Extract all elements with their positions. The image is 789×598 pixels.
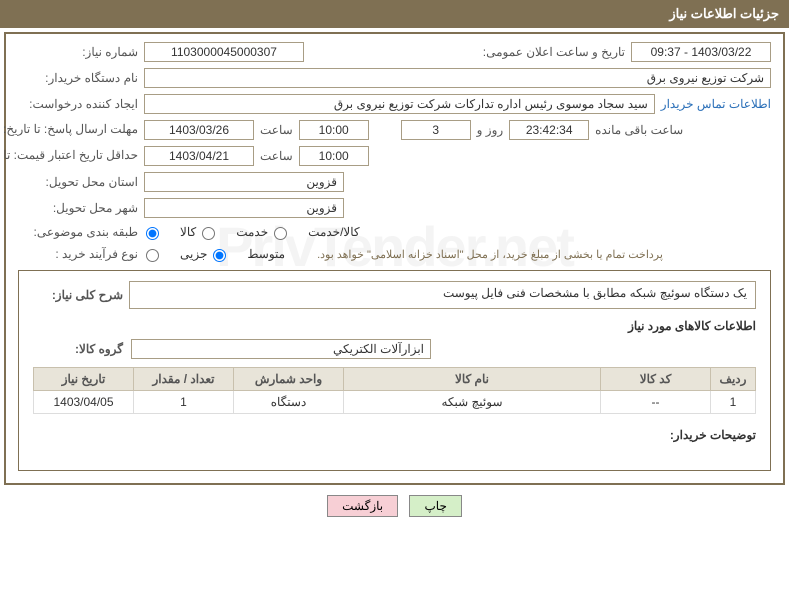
cell-code: -- bbox=[601, 391, 711, 414]
field-remaining-days: 3 bbox=[401, 120, 471, 140]
field-announce: 1403/03/22 - 09:37 bbox=[631, 42, 771, 62]
row-purchase-type: نوع فرآیند خرید : جزیی متوسط پرداخت تمام… bbox=[18, 246, 771, 262]
field-group: ابزارآلات الكتريكي bbox=[131, 339, 431, 359]
field-need-number: 1103000045000307 bbox=[144, 42, 304, 62]
field-price-date: 1403/04/21 bbox=[144, 146, 254, 166]
field-overall-desc: یک دستگاه سوئیچ شبکه مطابق با مشخصات فنی… bbox=[129, 281, 756, 309]
cell-date: 1403/04/05 bbox=[34, 391, 134, 414]
label-buyer-org: نام دستگاه خریدار: bbox=[18, 71, 138, 85]
th-name: نام کالا bbox=[344, 368, 601, 391]
radio-goods-service[interactable] bbox=[274, 227, 287, 240]
payment-note: پرداخت تمام یا بخشی از مبلغ خرید، از محل… bbox=[317, 248, 663, 261]
button-row: چاپ بازگشت bbox=[0, 495, 789, 517]
radio-goods-service-label: کالا/خدمت bbox=[308, 225, 359, 239]
radio-medium-label: متوسط bbox=[247, 247, 285, 261]
label-price-validity: حداقل تاریخ اعتبار قیمت: تا تاریخ: bbox=[18, 148, 138, 164]
field-city: قزوين bbox=[144, 198, 344, 218]
label-announce: تاریخ و ساعت اعلان عمومی: bbox=[483, 45, 625, 59]
radio-goods-label: کالا bbox=[180, 225, 196, 239]
row-category: طبقه بندی موضوعی: کالا خدمت کالا/خدمت bbox=[18, 224, 771, 240]
label-reply-time: ساعت bbox=[260, 123, 293, 137]
th-row: ردیف bbox=[711, 368, 756, 391]
radio-service-label: خدمت bbox=[236, 225, 268, 239]
field-requester: سید سجاد موسوی رئيس اداره تداركات شركت ت… bbox=[144, 94, 655, 114]
th-unit: واحد شمارش bbox=[234, 368, 344, 391]
label-price-time: ساعت bbox=[260, 149, 293, 163]
page-header: جزئیات اطلاعات نیاز bbox=[0, 0, 789, 28]
label-reply-deadline: مهلت ارسال پاسخ: تا تاریخ: bbox=[18, 122, 138, 138]
cell-row: 1 bbox=[711, 391, 756, 414]
label-requester: ایجاد کننده درخواست: bbox=[18, 97, 138, 111]
field-price-time: 10:00 bbox=[299, 146, 369, 166]
radio-service[interactable] bbox=[202, 227, 215, 240]
th-code: کد کالا bbox=[601, 368, 711, 391]
cell-name: سوئيچ شبكه bbox=[344, 391, 601, 414]
label-province: استان محل تحویل: bbox=[18, 175, 138, 189]
label-category: طبقه بندی موضوعی: bbox=[18, 225, 138, 239]
radio-partial[interactable] bbox=[146, 249, 159, 262]
print-button[interactable]: چاپ bbox=[409, 495, 461, 517]
label-city: شهر محل تحویل: bbox=[18, 201, 138, 215]
label-days-suffix: روز و bbox=[477, 123, 504, 137]
row-group: گروه کالا: ابزارآلات الكتريكي bbox=[33, 339, 756, 359]
goods-table: ردیف کد کالا نام کالا واحد شمارش تعداد /… bbox=[33, 367, 756, 414]
label-buyer-notes: توضیحات خریدار: bbox=[33, 428, 756, 442]
goods-info-title: اطلاعات كالاهای مورد نیاز bbox=[33, 319, 756, 333]
th-qty: تعداد / مقدار bbox=[134, 368, 234, 391]
field-buyer-org: شركت توزيع نيروی برق bbox=[144, 68, 771, 88]
row-reply-deadline: مهلت ارسال پاسخ: تا تاریخ: 1403/03/26 سا… bbox=[18, 120, 771, 140]
page-title: جزئیات اطلاعات نیاز bbox=[669, 6, 779, 21]
link-buyer-contact[interactable]: اطلاعات تماس خریدار bbox=[661, 97, 771, 111]
label-need-number: شماره نیاز: bbox=[18, 45, 138, 59]
row-city: شهر محل تحویل: قزوين bbox=[18, 198, 771, 218]
radio-goods[interactable] bbox=[146, 227, 159, 240]
row-overall-desc: شرح كلی نیاز: یک دستگاه سوئیچ شبکه مطابق… bbox=[33, 281, 756, 309]
radio-partial-label: جزیی bbox=[180, 247, 207, 261]
field-reply-date: 1403/03/26 bbox=[144, 120, 254, 140]
table-header-row: ردیف کد کالا نام کالا واحد شمارش تعداد /… bbox=[34, 368, 756, 391]
row-province: استان محل تحویل: قزوين bbox=[18, 172, 771, 192]
row-requester: ایجاد کننده درخواست: سید سجاد موسوی رئيس… bbox=[18, 94, 771, 114]
label-overall-desc: شرح كلی نیاز: bbox=[33, 288, 123, 302]
row-price-validity: حداقل تاریخ اعتبار قیمت: تا تاریخ: 1403/… bbox=[18, 146, 771, 166]
main-frame: PrivTender.net شماره نیاز: 1103000045000… bbox=[4, 32, 785, 485]
field-province: قزوين bbox=[144, 172, 344, 192]
radio-medium[interactable] bbox=[213, 249, 226, 262]
field-reply-time: 10:00 bbox=[299, 120, 369, 140]
back-button[interactable]: بازگشت bbox=[327, 495, 398, 517]
detail-box: شرح كلی نیاز: یک دستگاه سوئیچ شبکه مطابق… bbox=[18, 270, 771, 471]
cell-qty: 1 bbox=[134, 391, 234, 414]
th-date: تاریخ نیاز bbox=[34, 368, 134, 391]
cell-unit: دستگاه bbox=[234, 391, 344, 414]
label-purchase-type: نوع فرآیند خرید : bbox=[18, 247, 138, 261]
row-need-number: شماره نیاز: 1103000045000307 تاریخ و ساع… bbox=[18, 42, 771, 62]
field-buyer-notes bbox=[33, 442, 756, 460]
label-group: گروه کالا: bbox=[33, 342, 123, 356]
table-row: 1 -- سوئيچ شبكه دستگاه 1 1403/04/05 bbox=[34, 391, 756, 414]
field-remaining-time: 23:42:34 bbox=[509, 120, 589, 140]
row-buyer-org: نام دستگاه خریدار: شركت توزيع نيروی برق bbox=[18, 68, 771, 88]
label-time-suffix: ساعت باقی مانده bbox=[595, 123, 683, 137]
